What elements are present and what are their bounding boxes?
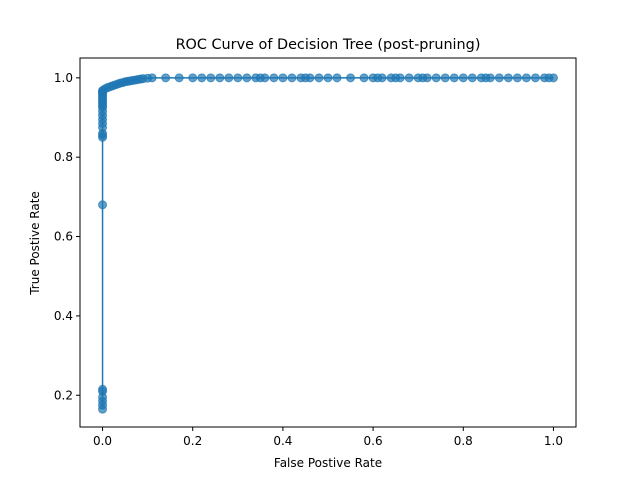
roc-point (440, 73, 450, 83)
roc-point (260, 73, 270, 83)
roc-curve-line (101, 77, 554, 410)
roc-point (269, 73, 279, 83)
chart-title: ROC Curve of Decision Tree (post-pruning… (176, 37, 481, 53)
roc-point (467, 73, 477, 83)
roc-point (206, 73, 216, 83)
y-axis: 0.2 0.4 0.6 0.8 1.0 (54, 71, 80, 402)
y-tick-label: 0.2 (54, 388, 73, 402)
roc-point (485, 73, 495, 83)
roc-point (305, 73, 315, 83)
y-tick-label: 1.0 (54, 71, 73, 85)
x-tick-label: 0.6 (364, 434, 383, 448)
roc-point (161, 73, 171, 83)
roc-point (449, 73, 459, 83)
roc-point (98, 200, 108, 210)
roc-point (332, 73, 342, 83)
roc-point (174, 73, 184, 83)
y-tick-label: 0.8 (54, 150, 73, 164)
roc-point (242, 73, 252, 83)
roc-point (422, 73, 432, 83)
roc-point (503, 73, 513, 83)
roc-point (521, 73, 531, 83)
roc-point (359, 73, 369, 83)
roc-point (458, 73, 468, 83)
roc-point (346, 73, 356, 83)
roc-point (404, 73, 414, 83)
roc-point (287, 73, 297, 83)
roc-point (147, 73, 157, 83)
roc-point (224, 73, 234, 83)
y-tick-label: 0.6 (54, 230, 73, 244)
x-tick-label: 0.0 (93, 434, 112, 448)
plot-frame (79, 57, 577, 428)
y-axis-label: True Postive Rate (28, 191, 42, 296)
roc-point (512, 73, 522, 83)
x-tick-label: 1.0 (544, 434, 563, 448)
roc-point (314, 73, 324, 83)
roc-point (215, 73, 225, 83)
roc-point (377, 73, 387, 83)
roc-point (98, 384, 108, 394)
roc-point (197, 73, 207, 83)
roc-point (323, 73, 333, 83)
x-axis: 0.0 0.2 0.4 0.6 0.8 1.0 (93, 427, 563, 448)
roc-point (530, 73, 540, 83)
x-tick-label: 0.8 (454, 434, 473, 448)
x-axis-label: False Postive Rate (274, 456, 382, 470)
roc-point (395, 73, 405, 83)
roc-point (494, 73, 504, 83)
roc-point (431, 73, 441, 83)
roc-point (548, 73, 558, 83)
x-tick-label: 0.4 (273, 434, 292, 448)
roc-point (278, 73, 288, 83)
plot-area (98, 73, 558, 414)
x-tick-label: 0.2 (183, 434, 202, 448)
y-tick-label: 0.4 (54, 309, 73, 323)
roc-point (188, 73, 198, 83)
roc-point (233, 73, 243, 83)
